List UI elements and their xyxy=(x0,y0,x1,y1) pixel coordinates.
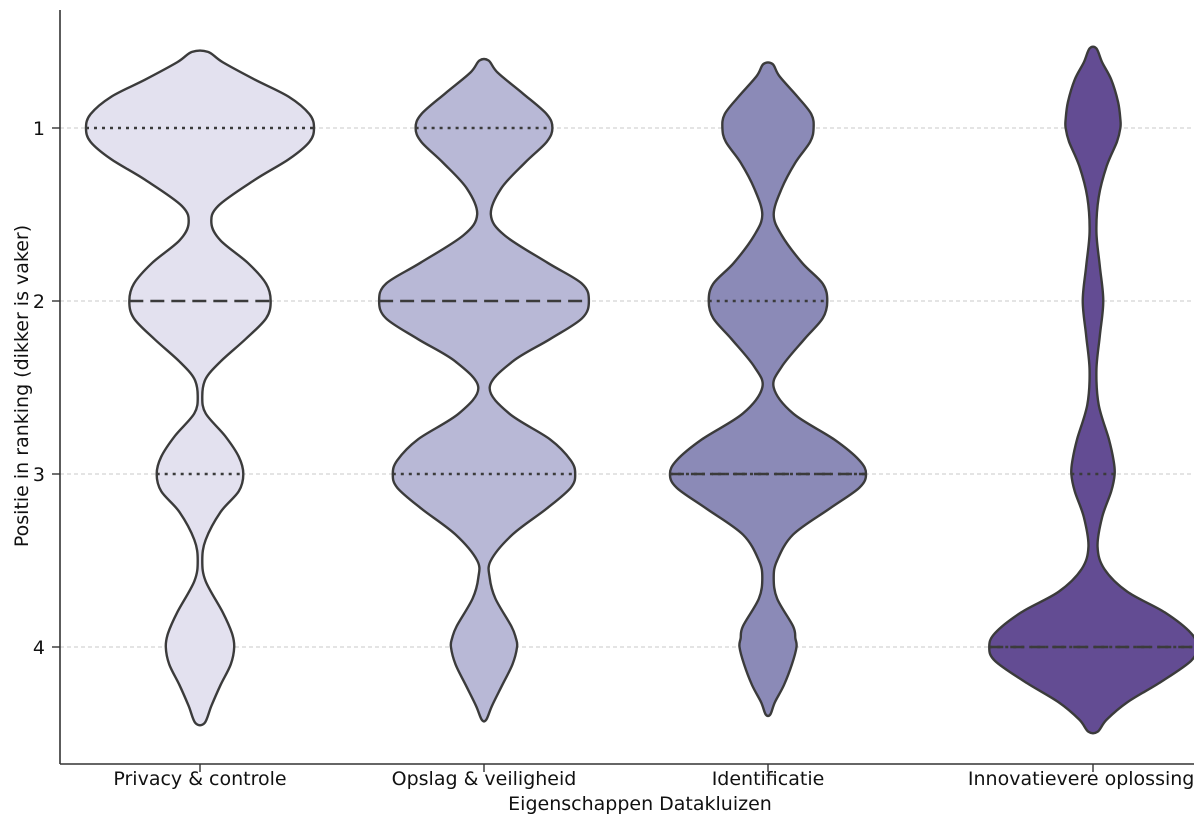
violin-1 xyxy=(84,49,316,727)
violin-body-4 xyxy=(988,45,1194,735)
y-axis-title: Positie in ranking (dikker is vaker) xyxy=(11,225,33,547)
axes xyxy=(59,10,1194,765)
y-tick-label-3: 3 xyxy=(33,464,45,486)
x-tick-label-2: Opslag & veiligheid xyxy=(392,768,577,790)
y-tick-label-4: 4 xyxy=(33,637,45,659)
violin-3 xyxy=(668,61,868,718)
violin-2 xyxy=(377,57,591,723)
violin-body-1 xyxy=(84,49,316,727)
x-tick-label-3: Identificatie xyxy=(712,768,825,790)
y-tick-label-1: 1 xyxy=(33,118,45,140)
violins xyxy=(84,45,1194,735)
horizontal-gridlines xyxy=(60,127,1194,648)
axis-ticks: 1 2 3 4 Privacy & controle Opslag & veilighei… xyxy=(33,118,1194,790)
violin-4 xyxy=(988,45,1194,735)
y-tick-label-2: 2 xyxy=(33,291,45,313)
violin-body-2 xyxy=(377,57,591,723)
x-axis-title: Eigenschappen Datakluizen xyxy=(508,793,772,815)
x-tick-label-4: Innovatievere oplossingen xyxy=(968,768,1194,790)
violin-body-3 xyxy=(668,61,868,718)
x-tick-label-1: Privacy & controle xyxy=(113,768,286,790)
